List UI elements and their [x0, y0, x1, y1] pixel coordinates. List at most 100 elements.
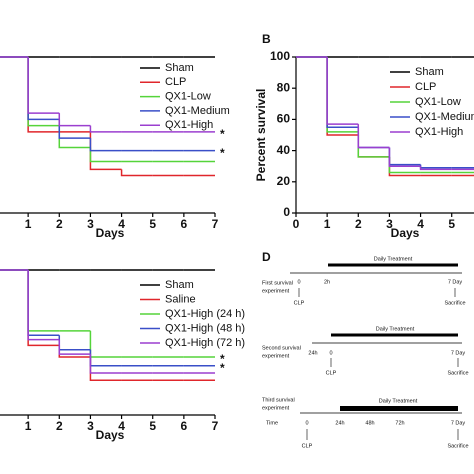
x-tick-label: 1: [25, 419, 32, 433]
x-tick-label: 1: [25, 217, 32, 231]
event-label: Sacrifice: [447, 370, 468, 376]
time-label: 72h: [395, 420, 404, 426]
survival-step: [120, 169, 153, 177]
series: [0, 269, 215, 374]
x-tick-label: 0: [0, 217, 1, 231]
treatment-bar: [340, 406, 458, 411]
x-tick-label: 4: [118, 419, 125, 433]
exp-name: experiment: [262, 353, 290, 359]
y-tick-label: 20: [277, 174, 291, 188]
time-label: 48h: [365, 420, 374, 426]
series: [0, 56, 215, 133]
time-label: 7 Day: [451, 350, 466, 356]
legend-label: CLP: [415, 81, 436, 93]
survival-step: [419, 166, 452, 171]
x-tick-label: 6: [181, 419, 188, 433]
survival-step: [326, 57, 359, 125]
time-label: 7 Day: [451, 420, 466, 426]
event-label: Sacrifice: [444, 300, 465, 306]
diagram-d: D First survival experiment Daily Treatm…: [262, 250, 469, 449]
survival-step: [58, 339, 91, 355]
x-tick-label: 4: [417, 217, 424, 231]
exp-name: Second survival: [262, 345, 301, 351]
x-tick-label: 2: [56, 217, 63, 231]
survival-step: [388, 147, 421, 167]
x-tick-label: 7: [212, 419, 219, 433]
x-axis-label: Days: [96, 226, 125, 240]
exp-name: experiment: [262, 288, 290, 294]
time-label: 24h: [308, 350, 317, 356]
y-axis-label: Percent survival: [254, 89, 268, 182]
x-tick-label: 5: [149, 419, 156, 433]
legend-label: QX1-Low: [165, 91, 211, 103]
time-label: Time: [266, 420, 278, 426]
time-label: 7 Day: [448, 279, 463, 285]
treatment-label: Daily Treatment: [374, 256, 413, 262]
survival-step: [89, 147, 122, 163]
x-tick-label: 0: [0, 419, 1, 433]
y-tick-label: 100: [270, 49, 290, 63]
time-label: 0: [329, 350, 332, 356]
legend-label: CLP: [165, 76, 186, 88]
survival-step: [89, 354, 122, 374]
panel-label: B: [262, 32, 271, 46]
legend-label: QX1-Low: [415, 96, 461, 108]
survival-step: [89, 125, 122, 133]
x-tick-label: 4: [118, 217, 125, 231]
exp-name: Third survival: [262, 397, 295, 403]
time-label: 2h: [324, 279, 330, 285]
exp-name: experiment: [262, 405, 290, 411]
event-label: CLP: [302, 443, 313, 449]
legend-label: Sham: [415, 66, 444, 78]
survival-step: [89, 138, 122, 152]
x-axis-label: Days: [96, 428, 125, 442]
treatment-label: Daily Treatment: [376, 326, 415, 332]
x-tick-label: 2: [56, 419, 63, 433]
y-tick-label: 80: [277, 80, 291, 94]
x-tick-label: 5: [448, 217, 455, 231]
x-tick-label: 3: [87, 217, 94, 231]
event-label: CLP: [326, 370, 337, 376]
x-tick-label: 1: [324, 217, 331, 231]
exp-name: First survival: [262, 280, 293, 286]
legend-label: QX1-High (48 h): [165, 322, 245, 334]
y-tick-label: 40: [277, 143, 291, 157]
charts: 0 1 2 3 4 5 6 7 Days Sham CLP QX1-Low QX1-Medium QX1-…: [0, 32, 474, 442]
time-label: 24h: [335, 420, 344, 426]
x-tick-label: 2: [355, 217, 362, 231]
annotation: *: [220, 361, 225, 375]
x-tick-label: 6: [181, 217, 188, 231]
legend-label: QX1-High (72 h): [165, 337, 245, 349]
y-tick-label: 60: [277, 112, 291, 126]
x-tick-label: 5: [149, 217, 156, 231]
x-tick-label: 3: [386, 217, 393, 231]
panel-label: D: [262, 250, 271, 264]
event-label: Sacrifice: [447, 443, 468, 449]
survival-step: [58, 113, 91, 127]
x-axis-label: Days: [391, 226, 420, 240]
time-label: 0: [305, 420, 308, 426]
time-label: 0: [297, 279, 300, 285]
legend-label: QX1-Medium: [415, 111, 474, 123]
x-tick-label: 7: [212, 217, 219, 231]
legend-label: Saline: [165, 293, 196, 305]
x-tick-label: 3: [87, 419, 94, 433]
legend-label: QX1-Medium: [165, 105, 230, 117]
x-tick-label: 0: [293, 217, 300, 231]
annotation: *: [220, 146, 225, 160]
annotation: *: [220, 127, 225, 141]
survival-step: [357, 124, 390, 149]
legend-label: QX1-High (24 h): [165, 308, 245, 320]
event-label: CLP: [294, 300, 305, 306]
survival-step: [27, 57, 60, 114]
series: [296, 56, 474, 171]
legend-label: QX1-High: [165, 119, 213, 131]
legend-label: Sham: [165, 62, 194, 74]
treatment-label: Daily Treatment: [379, 398, 418, 404]
annotation: *: [220, 352, 225, 366]
y-tick-label: 0: [283, 205, 290, 219]
survival-step: [27, 270, 60, 341]
legend-label: Sham: [165, 279, 194, 291]
